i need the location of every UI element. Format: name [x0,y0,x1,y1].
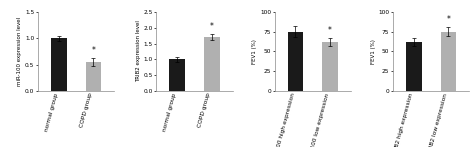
Bar [169,59,185,91]
Text: *: * [210,22,214,31]
Bar [86,62,101,91]
Bar [51,38,66,91]
Text: *: * [328,26,332,35]
Y-axis label: TRIB2 expression level: TRIB2 expression level [136,21,141,82]
Y-axis label: FEV1 (%): FEV1 (%) [371,39,375,64]
Bar [406,42,421,91]
Y-axis label: FEV1 (%): FEV1 (%) [252,39,257,64]
Text: *: * [91,46,95,55]
Y-axis label: miR-100 expression level: miR-100 expression level [17,17,22,86]
Bar [441,32,456,91]
Bar [322,42,338,91]
Bar [204,37,219,91]
Text: *: * [447,15,450,24]
Bar [288,32,303,91]
